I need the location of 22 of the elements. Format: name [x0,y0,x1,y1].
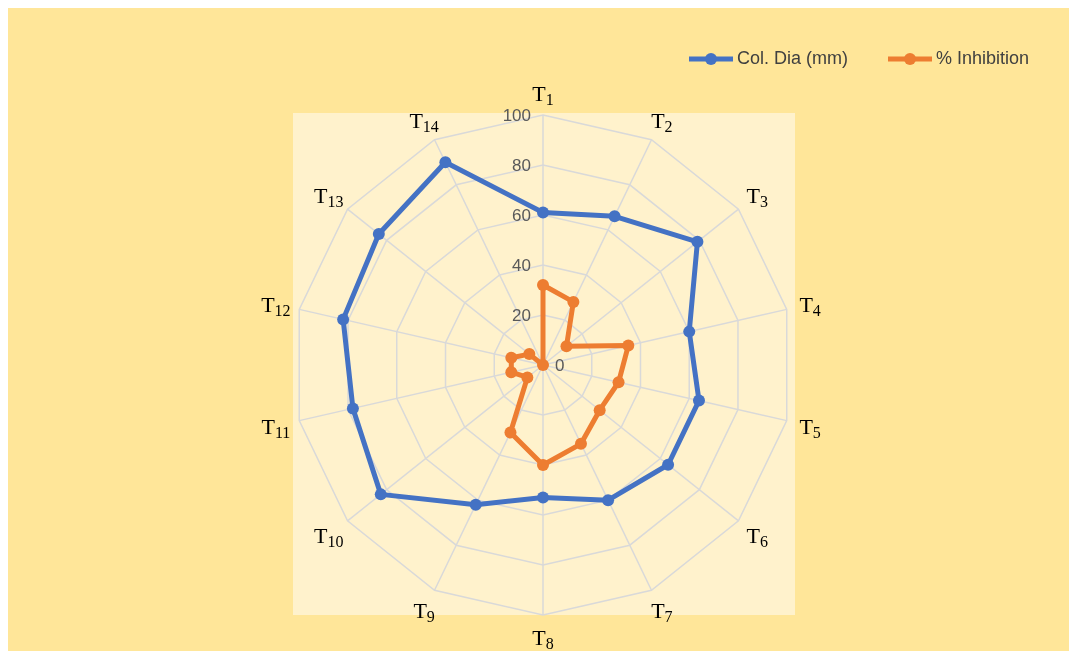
y-tick-label: 100 [502,105,531,125]
spoke-label: T$_{11}$ [261,413,291,441]
spoke-label: T$_{13}$ [314,182,344,211]
spoke-label: T$_{5}$ [799,413,821,441]
spoke-label: T$_{8}$ [532,624,554,652]
spoke-label: T$_{9}$ [413,597,435,625]
legend-label: Col. Dia (mm) [736,48,848,69]
legend-label: % Inhibition [935,48,1029,69]
y-tick-label: 60 [512,205,531,225]
spoke-label: T$_{6}$ [746,522,768,550]
spoke-label: T$_{3}$ [746,182,768,211]
spoke-label: T$_{14}$ [409,107,439,135]
spoke-label: T$_{1}$ [532,80,554,108]
spoke-label: T$_{4}$ [799,291,821,320]
spoke-label: T$_{7}$ [651,597,673,625]
spoke-label: T$_{12}$ [261,291,291,320]
y-tick-label: 80 [512,155,531,175]
y-tick-label: 40 [512,255,531,275]
y-tick-label: 0 [555,355,565,375]
spoke-label: T$_{2}$ [651,107,673,135]
y-tick-label: 20 [512,305,531,325]
spoke-label: T$_{10}$ [314,522,344,550]
